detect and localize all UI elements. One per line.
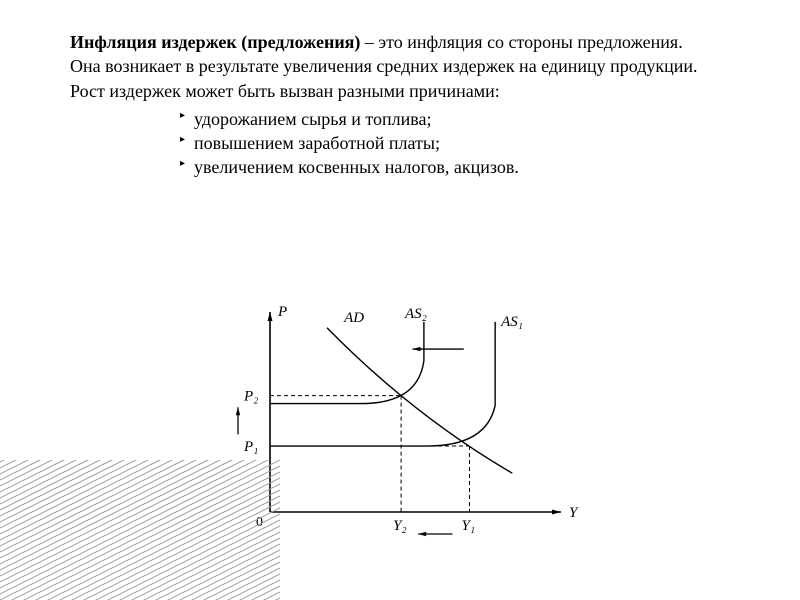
svg-text:P: P xyxy=(277,304,287,320)
text-block: Инфляция издержек (предложения) – это ин… xyxy=(70,30,740,180)
bullet-list: удорожанием сырья и топлива; повышением … xyxy=(180,107,740,180)
svg-text:Y: Y xyxy=(569,505,579,521)
heading-bold: Инфляция издержек (предложения) xyxy=(70,32,360,52)
svg-text:Y₁: Y₁ xyxy=(462,518,476,534)
slide: Инфляция издержек (предложения) – это ин… xyxy=(0,0,800,600)
list-item: удорожанием сырья и топлива; xyxy=(180,107,740,131)
svg-text:AD: AD xyxy=(343,310,364,326)
svg-text:Y₂: Y₂ xyxy=(393,518,407,534)
heading-rest: – это инфляция со стороны предложения. xyxy=(360,32,682,52)
paragraph-1: Инфляция издержек (предложения) – это ин… xyxy=(70,30,740,54)
chart-svg: P Y 0 AS₁ AS₂ AD P₁ P₂ Y₂ Y₁ xyxy=(215,300,585,550)
list-item: повышением заработной платы; xyxy=(180,131,740,155)
list-item: увеличением косвенных налогов, акцизов. xyxy=(180,155,740,179)
svg-text:P₁: P₁ xyxy=(243,439,258,455)
svg-text:0: 0 xyxy=(256,515,263,530)
chart: P Y 0 AS₁ AS₂ AD P₁ P₂ Y₂ Y₁ xyxy=(215,300,585,550)
svg-text:AS₁: AS₁ xyxy=(500,314,523,330)
paragraph-3: Рост издержек может быть вызван разными … xyxy=(70,79,740,103)
svg-text:P₂: P₂ xyxy=(243,389,258,405)
svg-text:AS₂: AS₂ xyxy=(404,306,427,322)
paragraph-2: Она возникает в результате увеличения ср… xyxy=(70,54,740,78)
